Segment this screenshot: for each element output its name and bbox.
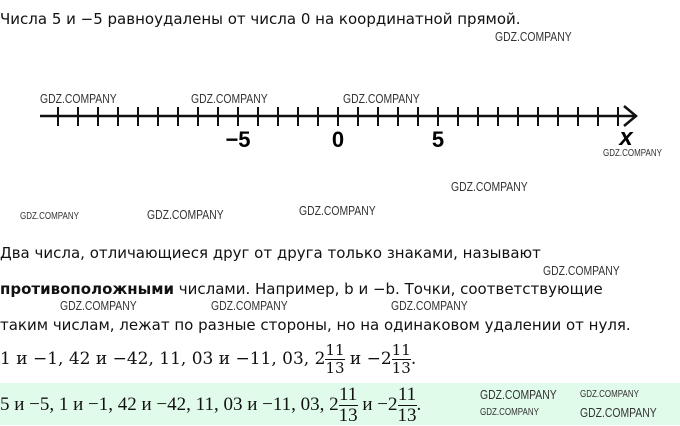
label-minus-5: −5 — [225, 127, 250, 152]
watermark: GDZ.COMPANY — [495, 29, 572, 44]
fraction: 11 13 — [391, 341, 411, 377]
answer-line: 5 и −5, 1 и −1, 42 и −42, 11, 03 и −11, … — [0, 384, 422, 426]
paragraph-line-3: таким числам, лежат по разные стороны, н… — [0, 316, 631, 334]
watermark: GDZ.COMPANY — [480, 407, 539, 418]
watermark: GDZ.COMPANY — [147, 207, 224, 222]
axis-label-x: x — [617, 124, 634, 151]
paragraph-line-2-rest: числами. Например, b и −b. Точки, соотве… — [174, 280, 603, 298]
examples-line: 1 и −1, 42 и −42, 11, 03 и −11, 03, 2 11 1… — [0, 341, 417, 377]
watermark: GDZ.COMPANY — [211, 298, 288, 313]
axis-arrow-icon — [623, 105, 638, 127]
watermark: GDZ.COMPANY — [580, 389, 639, 400]
label-5: 5 — [432, 127, 444, 152]
answer-text: 5 и −5, 1 и −1, 42 и −42, 11, 03 и −11, … — [0, 393, 339, 415]
watermark: GDZ.COMPANY — [40, 91, 117, 106]
watermark: GDZ.COMPANY — [191, 91, 268, 106]
watermark: GDZ.COMPANY — [480, 387, 557, 402]
watermark: GDZ.COMPANY — [603, 148, 662, 159]
fraction: 11 13 — [397, 384, 417, 426]
watermark: GDZ.COMPANY — [60, 298, 137, 313]
number-line: −5 0 5 x — [40, 105, 638, 152]
examples-text: 1 и −1, 42 и −42, 11, 03 и −11, 03, 2 — [0, 349, 326, 369]
watermark: GDZ.COMPANY — [299, 203, 376, 218]
watermark: GDZ.COMPANY — [343, 91, 420, 106]
label-0: 0 — [332, 127, 344, 152]
intro-text: Числа 5 и −5 равноудалены от числа 0 на … — [0, 10, 521, 28]
watermark: GDZ.COMPANY — [543, 263, 620, 278]
fraction: 11 13 — [338, 384, 358, 426]
watermark: GDZ.COMPANY — [580, 405, 657, 420]
term-bold: противоположными — [0, 280, 174, 298]
watermark: GDZ.COMPANY — [391, 298, 468, 313]
watermark: GDZ.COMPANY — [451, 179, 528, 194]
answer-highlight — [0, 383, 680, 425]
paragraph-line-1: Два числа, отличающиеся друг от друга то… — [0, 244, 541, 262]
paragraph-line-2: противоположными числами. Например, b и … — [0, 280, 603, 298]
watermark: GDZ.COMPANY — [20, 211, 79, 222]
fraction: 11 13 — [325, 341, 345, 377]
